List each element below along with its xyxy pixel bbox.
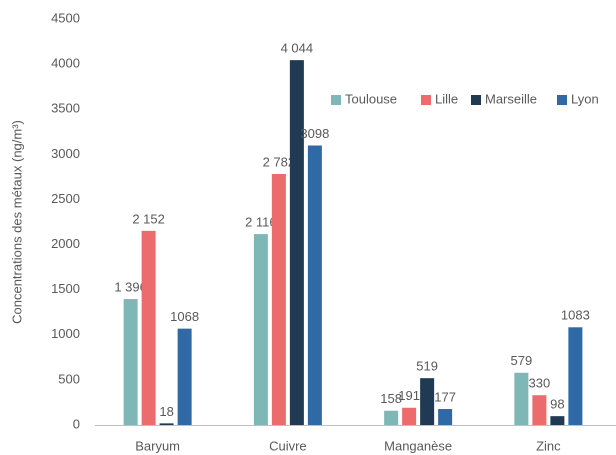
y-tick-label: 1500 bbox=[51, 281, 80, 296]
bar bbox=[307, 145, 322, 425]
value-label: 4 044 bbox=[281, 41, 314, 56]
value-label: 191 bbox=[398, 388, 420, 403]
value-label: 1 396 bbox=[114, 279, 147, 294]
bar bbox=[289, 60, 304, 426]
legend-label: Lille bbox=[435, 91, 458, 106]
bar bbox=[402, 407, 417, 425]
bar bbox=[159, 423, 174, 425]
bar bbox=[532, 395, 547, 425]
value-label: 1083 bbox=[561, 308, 590, 323]
bar bbox=[271, 174, 286, 425]
bar bbox=[123, 299, 138, 425]
y-tick-label: 2000 bbox=[51, 236, 80, 251]
bar bbox=[384, 410, 399, 425]
value-label: 330 bbox=[529, 376, 551, 391]
value-label: 519 bbox=[416, 359, 438, 374]
value-label: 98 bbox=[550, 397, 564, 412]
x-tick-label: Manganèse bbox=[384, 438, 452, 453]
bar bbox=[253, 234, 268, 425]
value-label: 579 bbox=[511, 353, 533, 368]
legend-swatch bbox=[471, 95, 481, 105]
bar bbox=[177, 328, 192, 425]
value-label: 3098 bbox=[300, 126, 329, 141]
y-tick-label: 4500 bbox=[51, 10, 80, 25]
legend-label: Lyon bbox=[571, 91, 599, 106]
y-axis-label: Concentrations des métaux (ng/m³) bbox=[9, 120, 24, 324]
legend-label: Toulouse bbox=[345, 91, 397, 106]
bar bbox=[438, 409, 453, 425]
legend-swatch bbox=[331, 95, 341, 105]
bar bbox=[420, 378, 435, 425]
y-tick-label: 0 bbox=[73, 416, 80, 431]
legend-swatch bbox=[557, 95, 567, 105]
value-label: 2 152 bbox=[132, 211, 165, 226]
y-tick-label: 3500 bbox=[51, 101, 80, 116]
x-tick-label: Zinc bbox=[536, 438, 561, 453]
bar bbox=[550, 416, 565, 425]
value-label: 2 782 bbox=[263, 154, 296, 169]
bar bbox=[514, 372, 529, 425]
y-tick-label: 1000 bbox=[51, 326, 80, 341]
value-label: 158 bbox=[380, 391, 402, 406]
value-label: 1068 bbox=[170, 309, 199, 324]
value-label: 2 116 bbox=[245, 215, 277, 230]
y-tick-label: 500 bbox=[58, 371, 80, 386]
value-label: 18 bbox=[159, 404, 173, 419]
y-tick-label: 3000 bbox=[51, 146, 80, 161]
value-label: 177 bbox=[434, 389, 456, 404]
x-tick-label: Cuivre bbox=[269, 438, 307, 453]
bar bbox=[568, 327, 583, 425]
y-tick-label: 2500 bbox=[51, 191, 80, 206]
legend-swatch bbox=[421, 95, 431, 105]
bar bbox=[141, 230, 156, 425]
y-tick-label: 4000 bbox=[51, 56, 80, 71]
legend-label: Marseille bbox=[485, 91, 537, 106]
x-tick-label: Baryum bbox=[135, 438, 180, 453]
